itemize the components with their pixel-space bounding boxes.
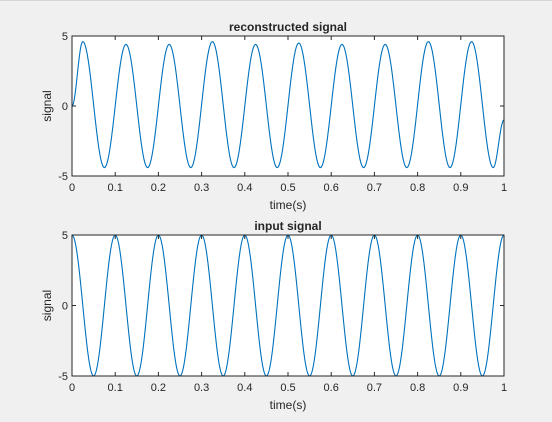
x-tick-label: 0.1 (108, 382, 123, 394)
y-tick-label: -5 (58, 171, 68, 183)
x-tick-label: 1 (501, 382, 507, 394)
x-axis-label: time(s) (270, 198, 307, 212)
x-axis-label: time(s) (270, 398, 307, 412)
subplot-1: 0 0.1 0.2 0.3 0.4 0.5 0.6 0.7 0.8 0.9 1-505reconst… (40, 20, 507, 212)
x-tick-label: 0.4 (237, 182, 252, 194)
y-tick-label: 0 (62, 301, 68, 313)
y-tick-label: 5 (62, 230, 68, 242)
y-tick-label: -5 (58, 371, 68, 383)
y-tick-label: 5 (62, 31, 68, 43)
x-tick-label: 0 (69, 182, 75, 194)
y-tick-label: 0 (62, 101, 68, 113)
x-tick-label: 0.6 (324, 382, 339, 394)
x-tick-label: 1 (501, 182, 507, 194)
chart-title: reconstructed signal (229, 20, 347, 34)
x-tick-label: 0 (69, 382, 75, 394)
chart-title: input signal (254, 219, 321, 233)
window-top-border (0, 0, 552, 1)
x-tick-label: 0.4 (237, 382, 252, 394)
x-tick-label: 0.9 (453, 182, 468, 194)
series-line-1 (72, 40, 504, 169)
x-tick-label: 0.5 (280, 182, 295, 194)
x-tick-label: 0.8 (410, 382, 425, 394)
x-tick-label: 0.6 (324, 182, 339, 194)
x-tick-label: 0.9 (453, 382, 468, 394)
x-tick-label: 0.7 (367, 382, 382, 394)
x-tick-label: 0.5 (280, 382, 295, 394)
series-line-1 (72, 235, 504, 376)
x-tick-label: 0.2 (151, 182, 166, 194)
y-axis-label: signal (40, 90, 54, 121)
x-tick-label: 0.7 (367, 182, 382, 194)
x-tick-label: 0.8 (410, 182, 425, 194)
axes-background (72, 235, 504, 376)
x-tick-label: 0.1 (108, 182, 123, 194)
x-tick-label: 0.2 (151, 382, 166, 394)
x-tick-label: 0.3 (194, 382, 209, 394)
y-axis-label: signal (40, 290, 54, 321)
x-tick-label: 0.3 (194, 182, 209, 194)
